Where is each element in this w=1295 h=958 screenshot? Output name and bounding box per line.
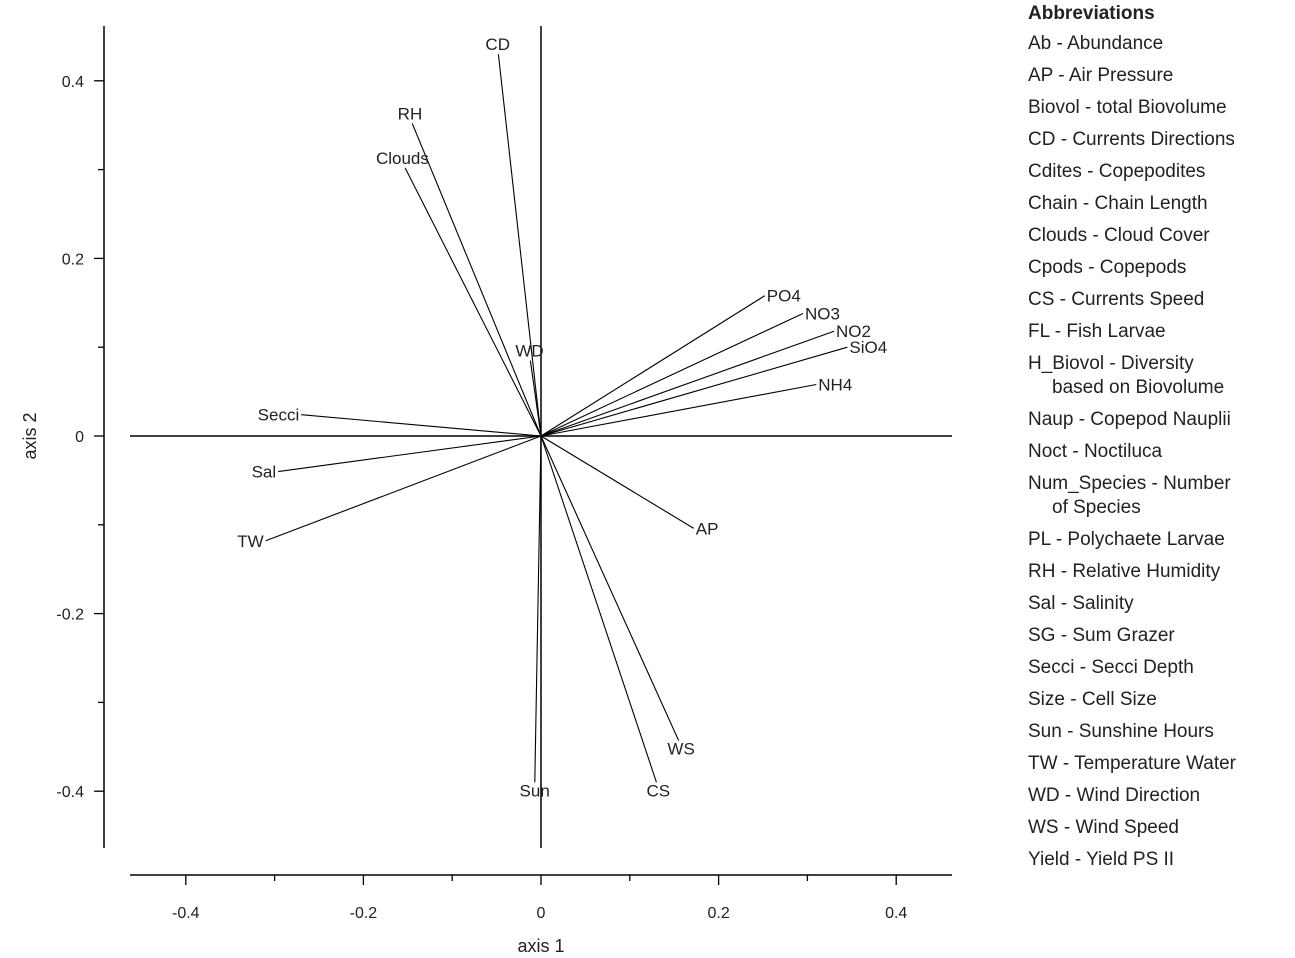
vector-no3 [540, 312, 804, 437]
vector-label: PO4 [767, 287, 801, 306]
vector-label: WD [515, 342, 543, 361]
vector-label: Sun [520, 781, 550, 800]
vector-label: Clouds [376, 149, 429, 168]
y-tick-label: 0 [75, 429, 84, 446]
legend-item: SG - Sum Grazer [1028, 625, 1175, 646]
legend-item: WS - Wind Speed [1028, 817, 1179, 838]
vector-tw [265, 435, 542, 542]
legend-title: Abbreviations [1028, 3, 1155, 24]
x-tick-label: 0.2 [707, 905, 729, 922]
vector-label: SiO4 [849, 338, 887, 357]
vector-label: TW [237, 532, 263, 551]
legend-item: RH - Relative Humidity [1028, 561, 1221, 582]
vector-secci [301, 414, 542, 437]
legend-item: Ab - Abundance [1028, 33, 1164, 54]
legend-item: AP - Air Pressure [1028, 65, 1174, 86]
vector-label: NH4 [818, 375, 852, 394]
legend-item-continuation: of Species [1052, 497, 1141, 518]
x-tick-label: -0.2 [350, 905, 378, 922]
legend-item: Secci - Secci Depth [1028, 657, 1194, 678]
vector-label: AP [696, 519, 719, 538]
vector-label: Sal [252, 463, 277, 482]
x-tick-label: -0.4 [172, 905, 200, 922]
vector-rh [411, 123, 542, 437]
legend-item: Size - Cell Size [1028, 689, 1157, 710]
legend-item: Sun - Sunshine Hours [1028, 721, 1214, 742]
legend-item: PL - Polychaete Larvae [1028, 529, 1225, 550]
legend-item: Clouds - Cloud Cover [1028, 225, 1210, 246]
vector-ap [540, 435, 695, 529]
vector-label: RH [398, 104, 423, 123]
x-tick-label: 0.4 [885, 905, 907, 922]
vector-sio4 [540, 346, 848, 437]
vector-cs [540, 435, 657, 783]
x-axis-label: axis 1 [517, 936, 564, 956]
axes: -0.4 -0.2 0 0.2 0.4 -0.4 -0.2 0 0.2 0.4 [56, 26, 952, 922]
legend-list: Ab - Abundance AP - Air Pressure Biovol - … [1028, 28, 1293, 876]
legend-item: TW - Temperature Water [1028, 753, 1236, 774]
vector-label: CS [647, 781, 671, 800]
vector-label: NO2 [836, 322, 871, 341]
y-tick-label: 0.4 [62, 74, 84, 91]
vector-cd [497, 54, 542, 437]
biplot-chart: -0.4 -0.2 0 0.2 0.4 -0.4 -0.2 0 0.2 0.4 CD RH Cloud… [20, 26, 952, 956]
legend-item: Num_Species - Number of Species [1028, 468, 1293, 524]
y-tick-label: 0.2 [62, 251, 84, 268]
vector-label: NO3 [805, 304, 840, 323]
legend-item: CD - Currents Directions [1028, 129, 1235, 150]
legend-item: Sal - Salinity [1028, 593, 1134, 614]
legend-item: Chain - Chain Length [1028, 193, 1208, 214]
vector-wd [529, 360, 542, 437]
x-tick-label: 0 [537, 905, 546, 922]
legend-item: Biovol - total Biovolume [1028, 97, 1227, 118]
vector-sal [278, 435, 542, 473]
legend-item: Cdites - Copepodites [1028, 161, 1206, 182]
vector-label: Secci [258, 406, 300, 425]
vector-label: CD [485, 35, 510, 54]
vector-label: WS [667, 740, 694, 759]
legend-item: H_Biovol - Diversity based on Biovolume [1028, 348, 1293, 404]
vector-no2 [540, 330, 835, 437]
legend-item-continuation: based on Biovolume [1052, 377, 1225, 398]
legend-item: Cpods - Copepods [1028, 257, 1187, 278]
legend-item: CS - Currents Speed [1028, 289, 1205, 310]
legend-item: Yield - Yield PS II [1028, 849, 1175, 870]
legend-item-line: H_Biovol - Diversity [1028, 353, 1194, 374]
legend-item: Naup - Copepod Nauplii [1028, 409, 1231, 430]
y-tick-label: -0.4 [56, 784, 84, 801]
y-tick-label: -0.2 [56, 607, 84, 624]
legend-item: FL - Fish Larvae [1028, 321, 1166, 342]
legend-item-line: Num_Species - Number [1028, 473, 1231, 494]
vector-nh4 [540, 383, 817, 437]
y-axis-label: axis 2 [20, 412, 40, 459]
vector-po4 [540, 295, 766, 437]
vector-ws [540, 435, 680, 741]
vector-series [265, 54, 848, 783]
legend-item: WD - Wind Direction [1028, 785, 1201, 806]
legend-item: Noct - Noctiluca [1028, 441, 1163, 462]
vector-sun [534, 435, 542, 783]
vector-clouds [404, 167, 542, 437]
abbreviations-legend: Abbreviations Ab - Abundance AP - Air Pre… [1028, 0, 1293, 876]
